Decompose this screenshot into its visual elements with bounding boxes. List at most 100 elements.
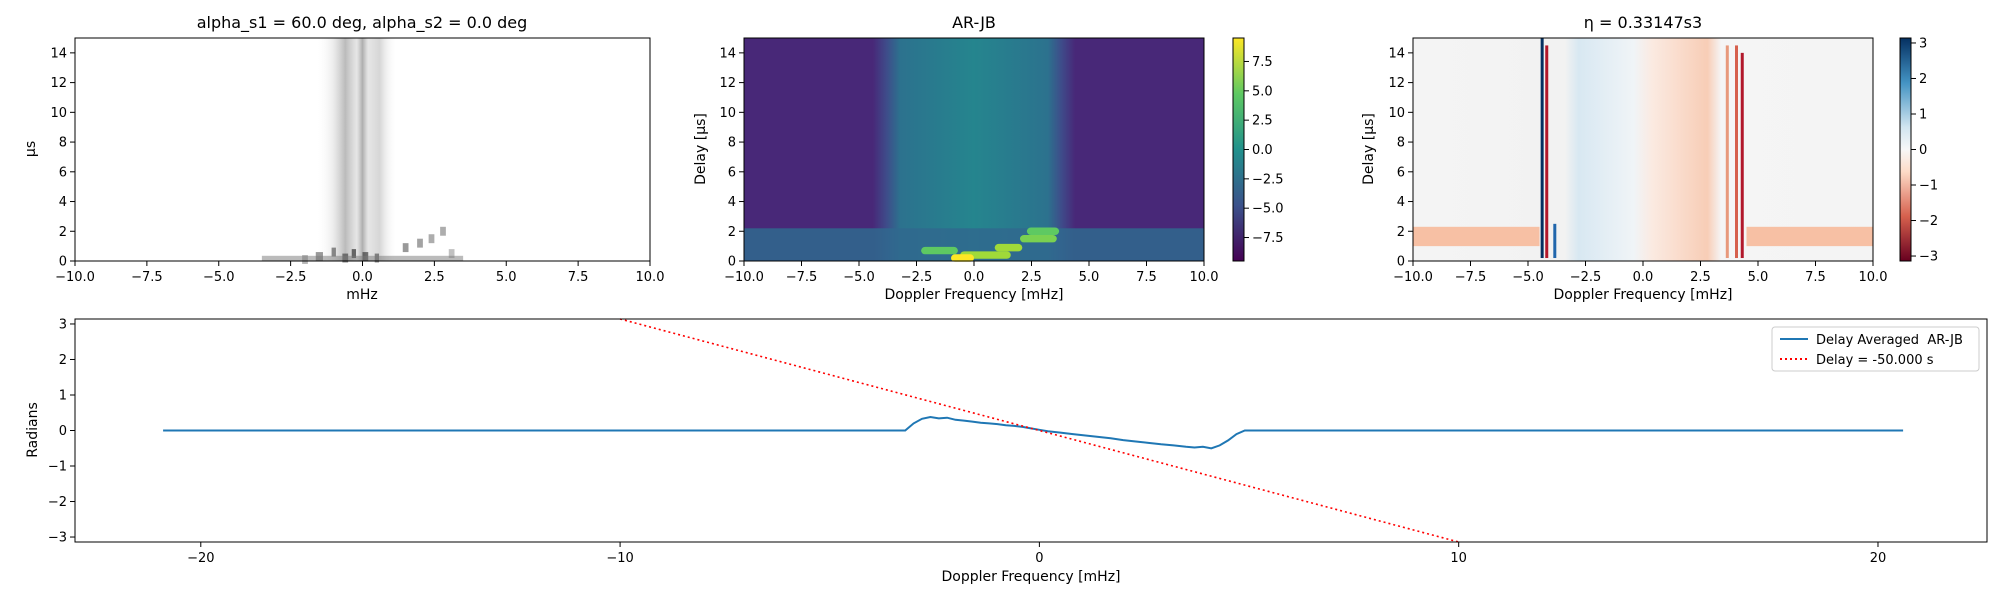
panel1-xtick-label: −5.0 (203, 270, 235, 285)
panel2-ytick-label: 12 (719, 76, 736, 91)
panel2-heatmap-cell (921, 246, 958, 255)
panel1-ytick-label: 2 (59, 225, 67, 240)
panel1-ytick-label: 6 (59, 165, 67, 180)
panel4-ytick-label: −2 (48, 495, 67, 510)
panel1-xtick-label: 7.5 (568, 270, 589, 285)
panel3-ytick-label: 6 (1397, 165, 1405, 180)
panel1-ytick-label: 12 (50, 76, 67, 91)
panel4-legend: Delay Averaged AR-JB Delay = -50.000 s (1771, 326, 1980, 372)
panel3-plot: η = 0.33147s3 Doppler Frequency [mHz] De… (1361, 13, 1938, 303)
panel1-heatmap-cell (261, 255, 464, 261)
panel2-xtick-label: −2.5 (901, 270, 933, 285)
panel1-plot: alpha_s1 = 60.0 deg, alpha_s2 = 0.0 deg … (23, 13, 664, 303)
panel3-colorbar-tick-label: −1 (1919, 179, 1938, 194)
panel2-heatmap (744, 38, 1204, 261)
panel4-ytick-label: −3 (48, 531, 67, 546)
panel3-xtick-label: −10.0 (1393, 270, 1433, 285)
panel1-heatmap-cell (440, 226, 446, 236)
panel1-heatmap-columns (75, 38, 650, 261)
panel4-ylabel: Radians (25, 402, 41, 458)
panel2-plot: AR-JB Doppler Frequency [mHz] Delay [µs]… (693, 13, 1284, 303)
panel2-colorbar-tick-label: −5.0 (1252, 202, 1284, 217)
panel3-xtick-label: −7.5 (1455, 270, 1487, 285)
panel1-ytick-label: 8 (59, 136, 67, 151)
panel3-heatmap-stripe (1540, 38, 1544, 259)
panel2-xtick-label: 2.5 (1021, 270, 1042, 285)
panel1-xlabel: mHz (346, 287, 378, 303)
panel4-ytick-label: 3 (59, 317, 67, 332)
panel2-heatmap-cell (951, 254, 974, 262)
panel4-ytick-label: 2 (59, 353, 67, 368)
panel3-heatmap-band (1746, 226, 1873, 247)
panel3-xtick-label: 0.0 (1633, 270, 1654, 285)
panel2-colorbar-tick-label: −7.5 (1252, 231, 1284, 246)
panel2-colorbar-tick-label: −2.5 (1252, 172, 1284, 187)
panel1-ylabel: µs (23, 141, 39, 157)
panel3-ytick-label: 2 (1397, 225, 1405, 240)
panel2-xtick-label: 5.0 (1079, 270, 1100, 285)
panel3-heatmap-stripe (1725, 45, 1729, 259)
panel2-xtick-label: 7.5 (1136, 270, 1157, 285)
panel3-ytick-label: 4 (1397, 195, 1405, 210)
panel2-xlabel: Doppler Frequency [mHz] (884, 287, 1063, 303)
panel1-xtick-label: −2.5 (275, 270, 307, 285)
panel2-xtick-label: 10.0 (1190, 270, 1219, 285)
panel4-xtick-label: 0 (1035, 551, 1043, 566)
panel1-xtick-label: 0.0 (352, 270, 373, 285)
panel3-ytick-label: 12 (1388, 76, 1405, 91)
panel2-heatmap-cell (1026, 227, 1060, 235)
panel3-colorbar-tick-label: 0 (1919, 143, 1927, 158)
panel2-colorbar-tick-label: 7.5 (1252, 55, 1273, 70)
panel1-heatmap-cell (428, 234, 435, 244)
panel2-ylabel: Delay [µs] (693, 113, 709, 185)
panel1-heatmap-cell (351, 249, 357, 259)
panel1-heatmap-cell (402, 243, 409, 253)
panel2-xtick-label: −5.0 (843, 270, 875, 285)
legend-box (1771, 326, 1980, 372)
panel3-colorbar-tick-label: 2 (1919, 72, 1927, 87)
panel1-xtick-label: 10.0 (636, 270, 665, 285)
panel2-ytick-label: 14 (719, 46, 736, 61)
panel1-xtick-label: −10.0 (55, 270, 95, 285)
panel4-ytick-label: −1 (48, 460, 67, 475)
panel4-xtick-label: 10 (1450, 551, 1467, 566)
panel3-heatmap-stripe (1735, 45, 1738, 259)
panel3-colorbar-tick-label: −3 (1919, 250, 1938, 265)
panel1-heatmap-cell (331, 247, 336, 257)
panel3-ytick-label: 0 (1397, 255, 1405, 270)
panel1-xtick-label: −7.5 (131, 270, 163, 285)
panel1-heatmap-cell (417, 238, 423, 248)
panel3-xlabel: Doppler Frequency [mHz] (1553, 287, 1732, 303)
panel1-ytick-label: 4 (59, 195, 67, 210)
panel3-xtick-label: 5.0 (1748, 270, 1769, 285)
panel1-ytick-label: 10 (50, 106, 67, 121)
panel1-heatmap-features (261, 226, 464, 264)
panel2-title: AR-JB (952, 13, 996, 32)
panel2-heatmap-cell (994, 243, 1023, 252)
panel2-ytick-label: 8 (728, 136, 736, 151)
legend-label-delay-line: Delay = -50.000 s (1816, 353, 1934, 368)
legend-label-delay-averaged: Delay Averaged AR-JB (1816, 333, 1963, 348)
panel3-colorbar-tick-label: −2 (1919, 214, 1938, 229)
panel3-heatmap (1413, 38, 1873, 261)
panel1-title: alpha_s1 = 60.0 deg, alpha_s2 = 0.0 deg (197, 13, 528, 33)
panel3-xtick-label: 7.5 (1805, 270, 1826, 285)
panel3-heatmap-band (1413, 226, 1540, 247)
panel2-colorbar-tick-label: 0.0 (1252, 143, 1273, 158)
panel2-heatmap-cell (1020, 234, 1057, 243)
panel2-ytick-label: 4 (728, 195, 736, 210)
panel3-ytick-label: 10 (1388, 106, 1405, 121)
panel3-colorbar (1899, 37, 1912, 262)
panel1-xtick-label: 2.5 (424, 270, 445, 285)
panel2-xtick-label: 0.0 (964, 270, 985, 285)
panel3-title: η = 0.33147s3 (1584, 13, 1702, 32)
panel4-ytick-label: 0 (59, 424, 67, 439)
panel2-heatmap-features (744, 227, 1204, 262)
panel3-heatmap-stripe (1545, 45, 1549, 259)
panel2-colorbar-tick-label: 5.0 (1252, 84, 1273, 99)
panel3-xtick-label: 10.0 (1859, 270, 1888, 285)
panel4-xtick-label: −10 (606, 551, 633, 566)
panel3-ytick-label: 14 (1388, 46, 1405, 61)
panel3-xtick-label: −2.5 (1570, 270, 1602, 285)
